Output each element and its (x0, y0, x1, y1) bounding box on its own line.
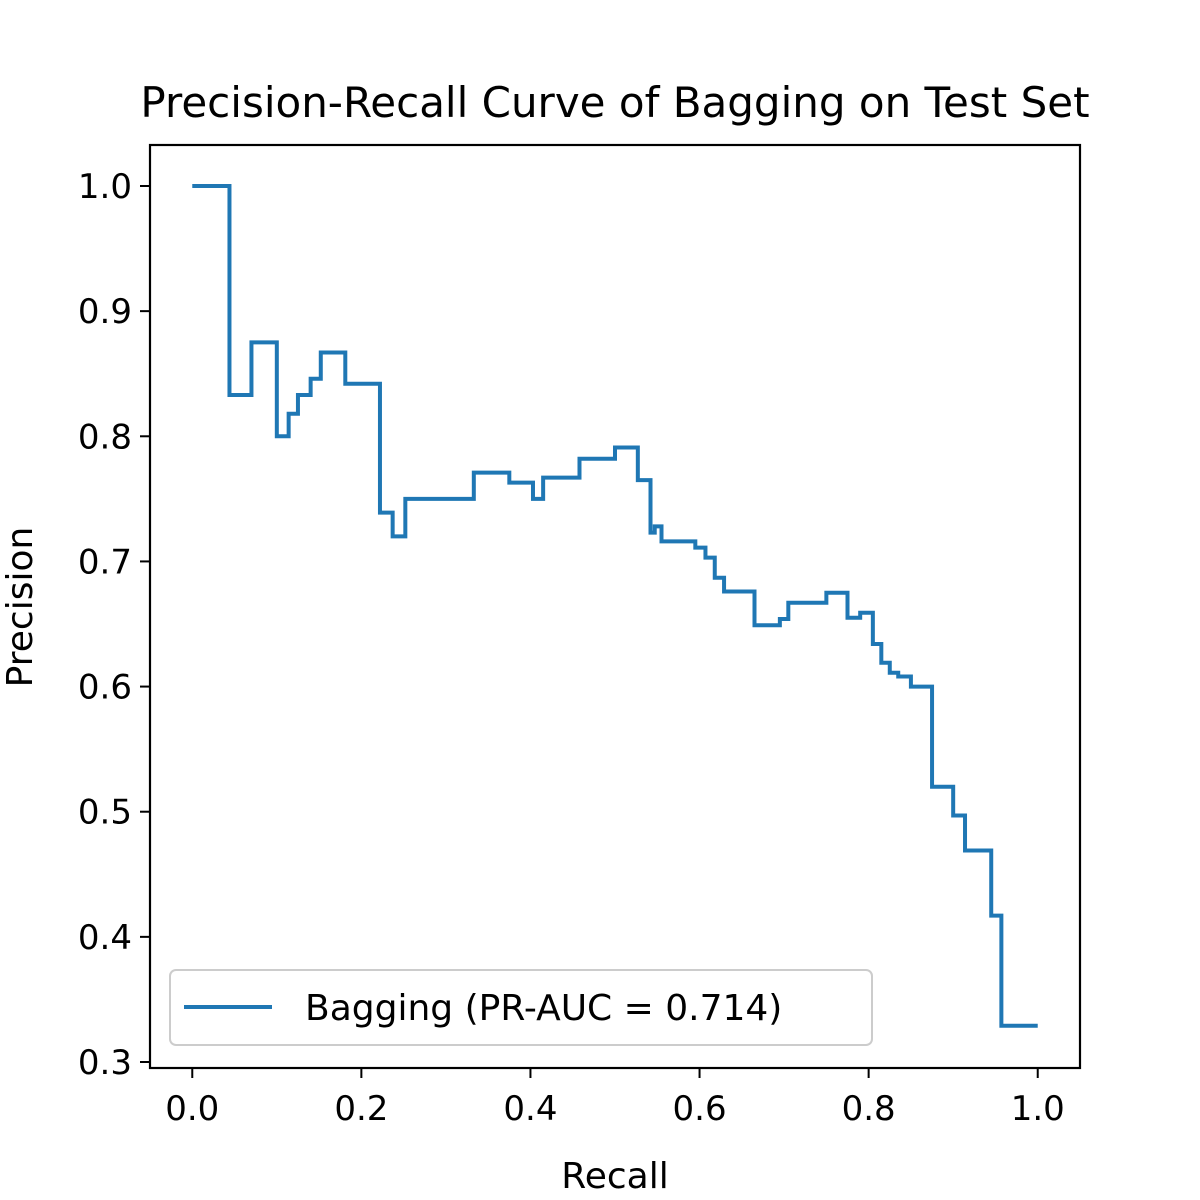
x-tick-label: 0.2 (334, 1089, 388, 1129)
x-tick-label: 0.8 (842, 1089, 896, 1129)
legend: Bagging (PR-AUC = 0.714) (169, 969, 873, 1046)
y-tick-label: 0.4 (78, 918, 132, 958)
legend-label: Bagging (PR-AUC = 0.714) (305, 988, 782, 1029)
y-tick-label: 0.8 (78, 417, 132, 457)
x-axis: 0.0 0.2 0.4 0.6 0.8 1.0 (165, 1068, 1065, 1129)
x-tick-label: 0.0 (165, 1089, 219, 1129)
y-axis-label: Precision (0, 527, 41, 688)
y-tick-label: 0.7 (78, 542, 132, 582)
y-tick-label: 0.6 (78, 668, 132, 708)
x-axis-label: Recall (561, 1156, 668, 1197)
chart-title: Precision-Recall Curve of Bagging on Tes… (140, 78, 1089, 127)
legend-box (169, 969, 873, 1046)
x-tick-label: 0.4 (503, 1089, 557, 1129)
y-tick-label: 0.3 (78, 1043, 132, 1083)
y-tick-label: 0.9 (78, 292, 132, 332)
y-axis: 0.3 0.4 0.5 0.6 0.7 0.8 0.9 1.0 (78, 167, 150, 1083)
series-line-bagging (192, 184, 1038, 1028)
axes-frame (148, 143, 1082, 1070)
y-tick-label: 1.0 (78, 167, 132, 207)
y-tick-label: 0.5 (78, 793, 132, 833)
x-tick-label: 0.6 (673, 1089, 727, 1129)
x-tick-label: 1.0 (1011, 1089, 1065, 1129)
plot-area (192, 184, 1038, 1028)
